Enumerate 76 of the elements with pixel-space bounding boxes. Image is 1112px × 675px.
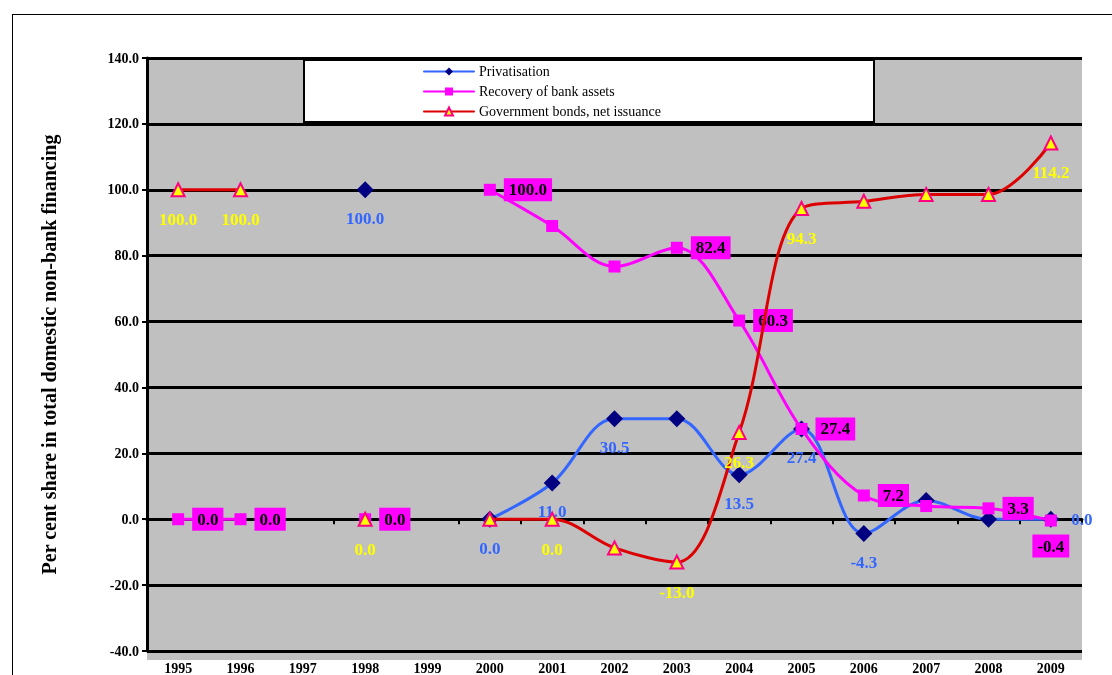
data-label: 100.0 [508,180,548,200]
point [731,425,747,441]
point [857,489,870,502]
point [234,513,247,526]
point [606,410,623,428]
y-tick-label: 80.0 [114,248,139,264]
y-tick-label: 140.0 [107,50,139,66]
point [1043,135,1059,151]
data-label: 0.0 [479,538,501,558]
data-label: 94.3 [786,229,817,249]
x-tick-label: 2006 [849,660,878,675]
data-label: 11.0 [537,502,567,522]
point [170,182,186,198]
point [669,554,685,570]
data-label: 82.4 [695,238,727,258]
legend-label: Privatisation [479,64,550,79]
data-label: 3.3 [1007,498,1029,518]
point [855,524,873,542]
point [543,474,561,492]
x-tick-label: 1995 [164,660,193,675]
x-tick-label: 2003 [662,660,691,675]
data-label: 13.5 [724,494,755,514]
point [920,500,933,513]
legend-label: Government bonds, net issuance [479,104,661,119]
legend-label: Recovery of bank assets [479,84,615,99]
point [981,186,996,202]
y-tick-label: -40.0 [109,643,139,659]
y-tick-label: 40.0 [114,379,139,395]
point [172,513,185,526]
y-axis-title: Per cent share in total domestic non-bank financing [38,134,61,575]
point [670,241,683,254]
data-label: 0.0 [197,509,219,529]
x-tick-label: 1996 [226,660,255,675]
point [356,181,374,199]
point [483,183,496,196]
data-label: 100.0 [346,209,385,229]
x-tick-label: 2004 [725,660,754,675]
point [856,193,872,209]
x-tick-label: 2000 [475,660,504,675]
point [546,220,559,233]
x-tick-label: 2002 [600,660,629,675]
y-tick-label: 100.0 [107,182,139,198]
data-label: -13.0 [659,582,695,602]
data-label: 0.0 [259,509,281,529]
x-tick-label: 1998 [351,660,380,675]
x-tick-label: 2007 [912,660,941,675]
y-tick-label: 120.0 [107,116,139,132]
x-tick-label: 2005 [787,660,816,675]
point [982,502,995,515]
point [607,540,622,556]
x-tick-label: 2009 [1036,660,1065,675]
data-label: 0.0 [541,539,563,559]
y-tick-label: 60.0 [114,314,139,330]
x-tick-label: 1997 [288,660,317,675]
x-tick-label: 1999 [413,660,442,675]
x-tick-label: 2001 [538,660,567,675]
data-label: 27.4 [820,419,851,439]
data-label: 7.2 [882,486,905,505]
data-label: 0.0 [1071,509,1093,529]
data-label: 100.0 [159,210,198,230]
y-tick-label: 20.0 [114,445,139,461]
x-tick-label: 2008 [974,660,1003,675]
y-tick-label: 0.0 [121,511,139,527]
data-label: 114.2 [1032,163,1070,183]
point [733,314,746,327]
y-tick-label: -20.0 [109,577,139,593]
point [233,182,248,198]
data-label: 0.0 [384,509,406,529]
data-label: -0.4 [1037,536,1065,556]
point [668,410,686,428]
point [608,260,621,273]
point [794,201,809,217]
point [918,186,934,202]
data-label: 100.0 [221,210,260,230]
data-label: 0.0 [354,539,376,559]
data-label: -4.3 [850,552,878,572]
